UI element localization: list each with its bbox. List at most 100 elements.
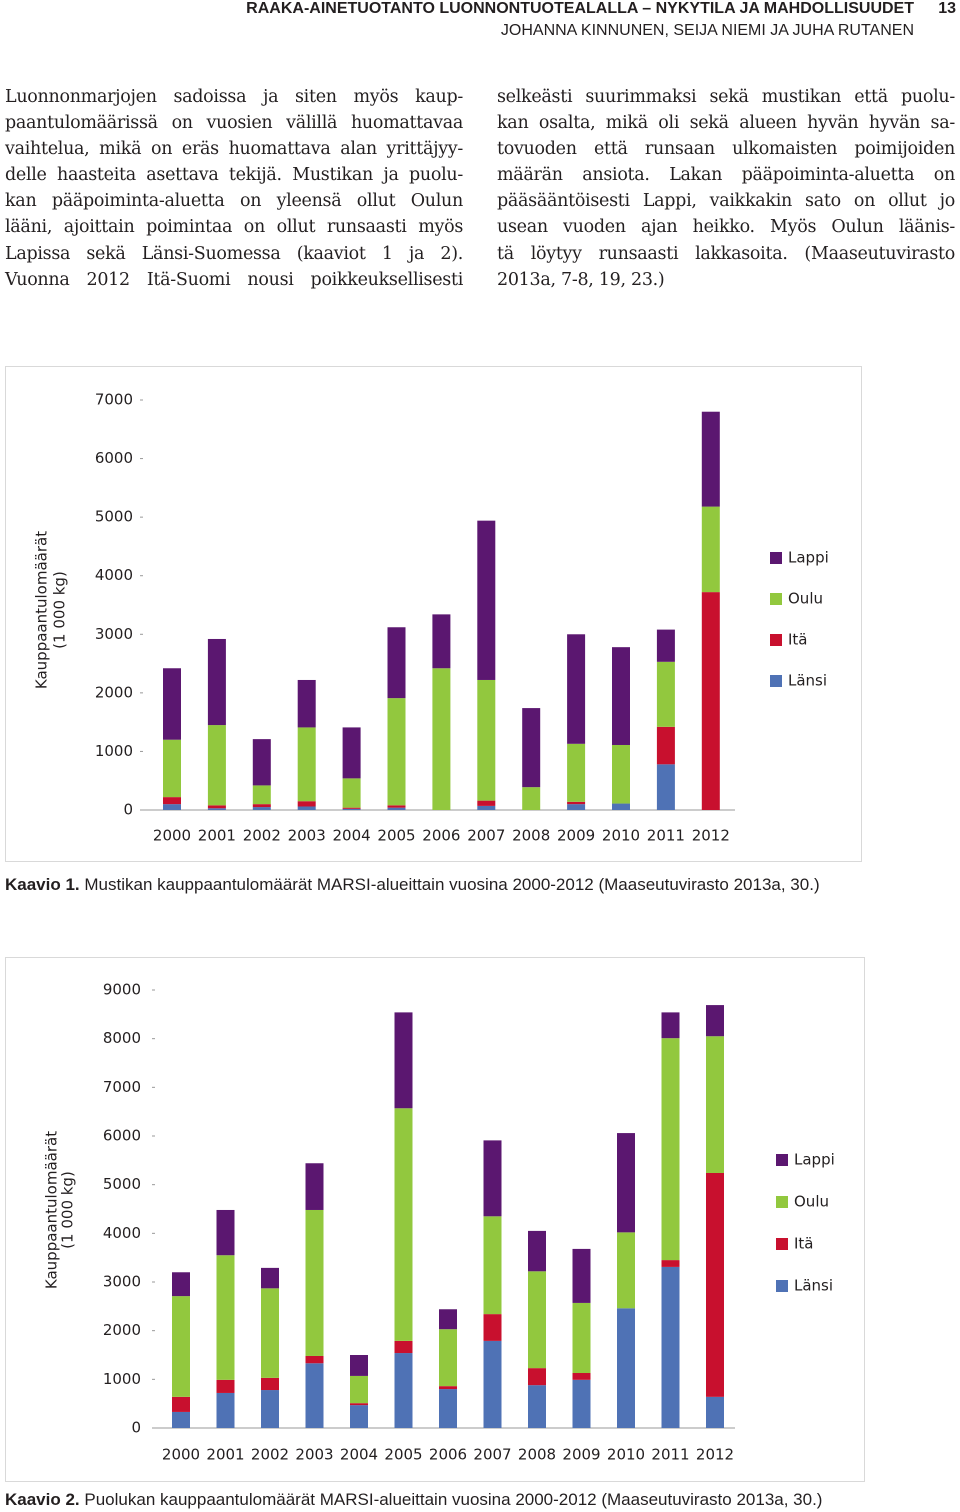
x-tick-label: 2012 (692, 827, 730, 845)
bar-segment (661, 1012, 680, 1039)
bar-segment (477, 805, 496, 810)
x-tick-label: 2003 (288, 827, 326, 845)
bar-segment (387, 698, 406, 806)
bar-segment (394, 1012, 413, 1109)
legend-label: Länsi (794, 1277, 833, 1295)
bar-segment (706, 1005, 724, 1037)
bar-segment (439, 1329, 457, 1387)
bar-segment (172, 1272, 190, 1297)
y-tick-label: 4000 (103, 1224, 141, 1242)
bar-segment (656, 629, 675, 662)
bar-segment (617, 1133, 635, 1233)
bar-segment (305, 1209, 324, 1356)
bar-segment (261, 1390, 279, 1428)
y-tick-label: 0 (123, 801, 133, 819)
y-tick-label: 9000 (103, 981, 141, 999)
bar-segment (706, 1396, 724, 1428)
bar-segment (567, 634, 586, 744)
caption: Kaavio 2. Puolukan kauppaantulomäärät MA… (5, 1490, 822, 1510)
x-tick-label: 2004 (333, 827, 371, 845)
bar-segment (612, 647, 630, 745)
bar-segment (305, 1355, 324, 1364)
bar-segment (612, 744, 630, 804)
chart: 0 1000 2000 3000 4000 5000 6000 7000 8000 9000 200… (5, 957, 865, 1482)
bar-segment (207, 638, 226, 726)
bar-segment (252, 785, 271, 805)
y-tick-label: 1000 (95, 742, 133, 760)
bar-segment (567, 804, 586, 810)
y-tick-label: 6000 (103, 1127, 141, 1145)
y-tick-label: 7000 (103, 1078, 141, 1096)
bar-segment (522, 787, 541, 810)
x-tick-label: 2003 (295, 1446, 333, 1464)
y-tick-label: 3000 (95, 625, 133, 643)
legend-swatch (770, 634, 782, 646)
bar-segment (439, 1386, 457, 1390)
bar-segment (387, 627, 406, 699)
legend-swatch (776, 1154, 788, 1166)
x-tick-label: 2012 (696, 1446, 734, 1464)
bar-segment (656, 726, 675, 765)
bar-segment (172, 1396, 190, 1412)
bar-segment (163, 739, 181, 798)
bar-segment (522, 708, 541, 788)
bar-segment (477, 800, 496, 806)
bar-segment (163, 668, 181, 740)
bar-segment (207, 725, 226, 806)
legend-swatch (776, 1196, 788, 1208)
y-axis-label: (1 000 kg) (51, 571, 69, 649)
bar-segment (297, 727, 316, 802)
x-tick-label: 2005 (377, 827, 415, 845)
y-tick-label: 4000 (95, 566, 133, 584)
bar-segment (163, 804, 181, 810)
bar-segment (528, 1368, 546, 1386)
bar-segment (617, 1232, 635, 1309)
bar-segment (572, 1248, 591, 1303)
x-tick-label: 2008 (512, 827, 550, 845)
bar-segment (261, 1377, 279, 1391)
bar-segment (350, 1355, 368, 1376)
text-line: usean vuoden ajan heikko. Myös Oulun lää… (497, 217, 955, 238)
text-line: 2013a, 7-8, 19, 23.) (497, 269, 665, 290)
y-tick-label: 2000 (103, 1321, 141, 1339)
text-line: paantulomäärissä on vuosien välillä huom… (5, 113, 463, 134)
bar-segment (394, 1340, 413, 1354)
text-line: selkeästi suurimmaksi sekä mustikan että… (497, 87, 955, 107)
bar-segment (432, 668, 451, 810)
legend-swatch (770, 593, 782, 605)
x-tick-label: 2004 (340, 1446, 378, 1464)
x-tick-label: 2006 (429, 1446, 467, 1464)
legend-swatch (770, 675, 782, 687)
bar-segment (394, 1353, 413, 1428)
text-line: pääsääntöisesti Lappi, vaikkakin sato on… (497, 191, 955, 212)
bar-segment (483, 1140, 502, 1217)
bar-segment (567, 801, 586, 805)
text-line: lääni, ajoittain poimintaa on ollut runs… (5, 217, 463, 238)
x-tick-label: 2009 (557, 827, 595, 845)
bar-segment (572, 1302, 591, 1374)
bar-segment (261, 1288, 279, 1378)
bar-segment (342, 778, 361, 808)
x-tick-label: 2006 (422, 827, 460, 845)
bar-segment (701, 411, 720, 507)
bar-segment (394, 1108, 413, 1341)
chart: 0 1000 2000 3000 4000 5000 6000 7000 2000 2001 200… (5, 366, 862, 862)
x-tick-label: 2011 (651, 1446, 689, 1464)
legend-label: Oulu (794, 1193, 829, 1211)
text-line: delle haasteita asettava tekijä. Mustika… (5, 165, 463, 186)
bar-segment (350, 1403, 368, 1406)
bar-segment (252, 807, 271, 810)
bar-segment (350, 1405, 368, 1428)
bar-segment (387, 807, 406, 810)
x-tick-label: 2007 (467, 827, 505, 845)
x-tick-label: 2001 (206, 1446, 244, 1464)
bar-segment (216, 1209, 235, 1256)
text-column: Luonnonmarjojen sadoissa ja siten myös k… (5, 84, 463, 293)
bar-segment (528, 1271, 546, 1369)
bar-segment (483, 1216, 502, 1315)
bar-segment (483, 1314, 502, 1341)
bar-segment (706, 1172, 724, 1397)
y-tick-label: 2000 (95, 683, 133, 701)
y-tick-label: 7000 (95, 391, 133, 409)
y-tick-label: 5000 (95, 508, 133, 526)
